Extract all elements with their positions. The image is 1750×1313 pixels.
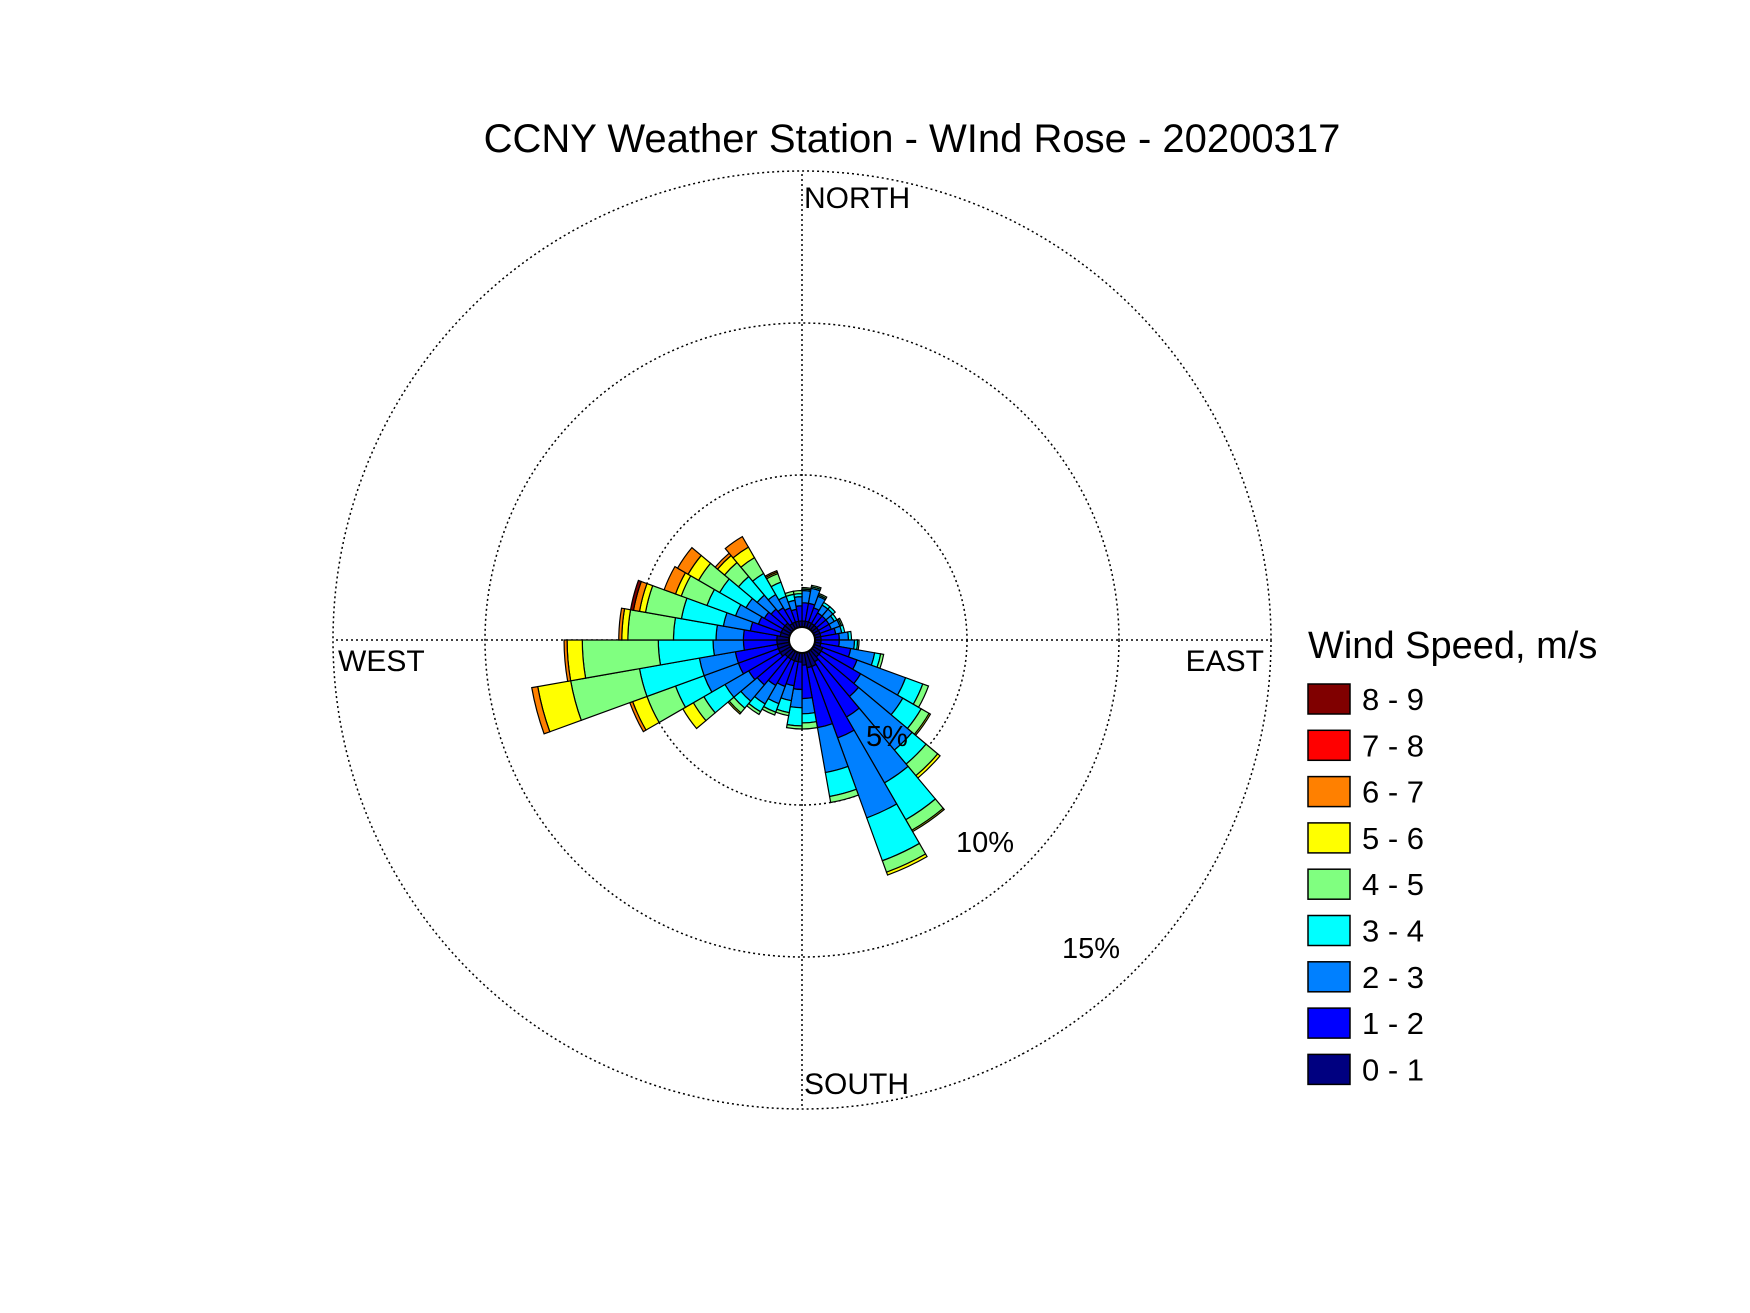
sector-15-bin-4 <box>810 584 822 590</box>
sector-85-bin-2 <box>838 631 850 641</box>
legend-label: 6 - 7 <box>1362 775 1424 810</box>
legend-label: 1 - 2 <box>1362 1006 1424 1041</box>
wind-sectors <box>531 535 946 876</box>
legend-label: 8 - 9 <box>1362 682 1424 717</box>
sector-335-bin-6 <box>764 569 779 579</box>
grid-ring-5 <box>636 474 968 806</box>
center-hole <box>788 626 816 654</box>
legend-swatch <box>1307 1053 1351 1086</box>
sector-355-bin-4 <box>792 589 803 595</box>
sector-175-bin-3 <box>801 711 818 724</box>
legend-swatch <box>1307 775 1351 808</box>
sector-85-bin-3 <box>847 630 853 641</box>
grid-ring-15 <box>332 170 1272 1110</box>
legend-swatch <box>1307 1007 1351 1039</box>
legend-swatch <box>1307 683 1351 715</box>
sector-355-bin-2 <box>793 595 803 607</box>
legend: Wind Speed, m/s 8 - 9 7 - 8 6 - 7 5 - 6 4 - … <box>1307 625 1597 1087</box>
sector-25-bin-4 <box>817 592 828 600</box>
sector-45-bin-3 <box>827 605 837 615</box>
chart-title: CCNY Weather Station - WInd Rose - 20200… <box>484 117 1341 161</box>
label-east: EAST <box>1186 645 1264 678</box>
sector-175-bin-4 <box>801 720 819 730</box>
legend-swatch <box>1307 822 1351 854</box>
sector-185-bin-4 <box>785 723 803 730</box>
ring-label-15: 15% <box>1062 933 1120 965</box>
legend-label: 2 - 3 <box>1362 960 1424 995</box>
sector-275-bin-6 <box>618 607 626 641</box>
legend-label: 3 - 4 <box>1362 914 1424 949</box>
legend-label: 5 - 6 <box>1362 821 1424 856</box>
sector-175-bin-2 <box>801 697 816 715</box>
grid-ring-10 <box>484 322 1120 958</box>
sector-255-bin-6 <box>531 685 551 735</box>
legend-swatch <box>1307 914 1351 947</box>
sector-285-bin-8 <box>629 579 643 611</box>
sector-5-bin-4 <box>801 586 812 591</box>
legend-items: 8 - 9 7 - 8 6 - 7 5 - 6 4 - 5 3 - 4 2 - 3 1 - 2… <box>1307 682 1424 1087</box>
ring-label-10: 10% <box>956 827 1014 859</box>
sector-165-bin-4 <box>828 788 860 804</box>
legend-title: Wind Speed, m/s <box>1308 625 1597 667</box>
legend-swatch <box>1307 961 1351 993</box>
legend-label: 0 - 1 <box>1362 1052 1424 1087</box>
sector-95-bin-4 <box>856 639 860 651</box>
sector-325-bin-6 <box>724 535 750 559</box>
label-south: SOUTH <box>804 1068 909 1101</box>
legend-label: 7 - 8 <box>1362 728 1424 763</box>
sector-155-bin-5 <box>885 853 928 876</box>
legend-swatch <box>1307 729 1351 762</box>
legend-swatch <box>1307 868 1351 900</box>
sector-295-bin-6 <box>663 565 687 595</box>
label-west: WEST <box>338 645 425 678</box>
sector-265-bin-6 <box>563 639 572 683</box>
label-north: NORTH <box>804 182 910 215</box>
ring-label-5: 5% <box>866 721 908 753</box>
legend-label: 4 - 5 <box>1362 867 1424 902</box>
sector-305-bin-6 <box>676 546 703 576</box>
